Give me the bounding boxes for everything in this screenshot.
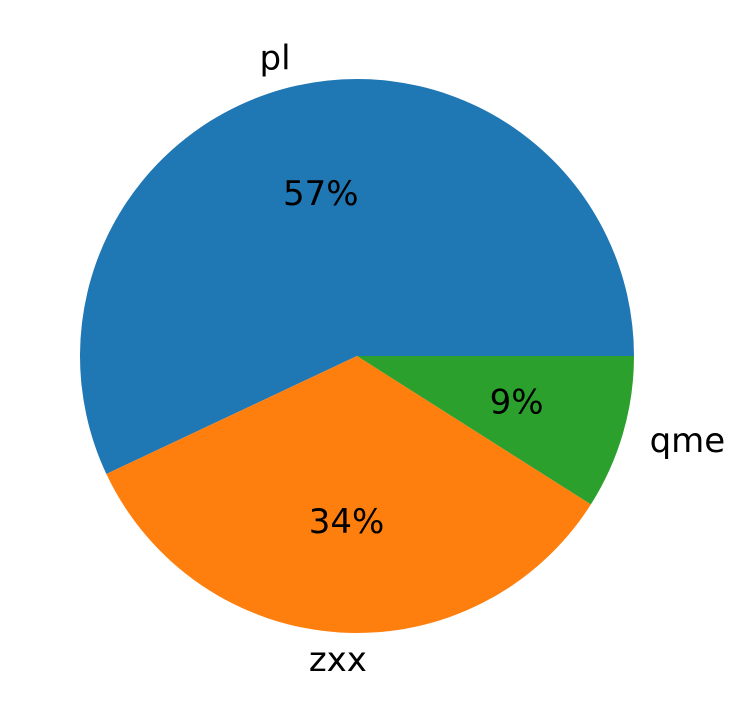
pie-slice-pl <box>79 78 634 474</box>
slice-percent-pl: 57% <box>283 174 359 214</box>
slice-percent-zxx: 34% <box>309 502 385 542</box>
pie-slices <box>79 78 634 633</box>
slice-percent-qme: 9% <box>490 382 544 422</box>
pie-slice-zxx <box>106 356 591 633</box>
pie-labels: pl 57% zxx 34% qme 9% <box>260 39 726 680</box>
slice-label-qme: qme <box>650 421 726 461</box>
slice-label-pl: pl <box>260 39 291 79</box>
slice-label-zxx: zxx <box>309 640 367 680</box>
pie-slice-qme <box>357 356 634 505</box>
